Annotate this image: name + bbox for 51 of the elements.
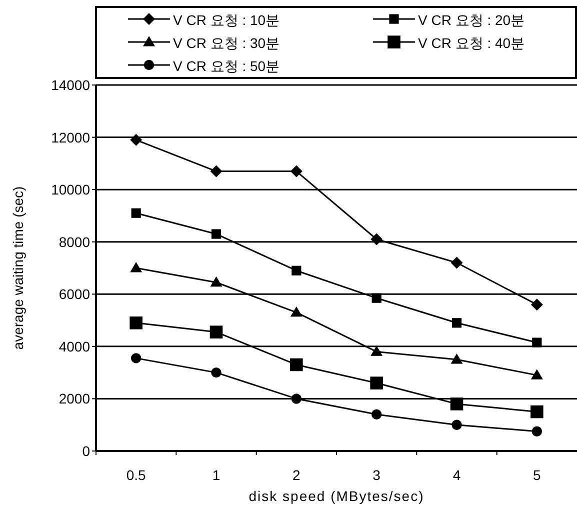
- x-tick-label: 5: [533, 467, 542, 483]
- point: [130, 316, 142, 330]
- x-tick-label: 2: [292, 467, 301, 483]
- legend-label: V CR 요청 : 20분: [418, 12, 525, 28]
- y-tick-label: 8000: [58, 234, 90, 250]
- point: [452, 420, 462, 430]
- x-tick-label: 4: [452, 467, 461, 483]
- point: [130, 262, 142, 272]
- y-tick-label: 0: [82, 443, 90, 459]
- point: [530, 405, 544, 418]
- point: [290, 306, 302, 317]
- point: [450, 354, 463, 364]
- point: [372, 293, 382, 303]
- point: [211, 367, 222, 378]
- y-tick-label: 14000: [51, 77, 90, 93]
- y-tick-label: 10000: [51, 182, 90, 198]
- point: [370, 376, 383, 390]
- point: [290, 165, 302, 178]
- point: [530, 369, 543, 380]
- y-tick-label: 4000: [58, 338, 90, 354]
- x-tick-label: 1: [212, 467, 220, 483]
- point: [530, 298, 543, 311]
- point: [370, 233, 383, 246]
- point: [210, 276, 222, 287]
- legend-label: V CR 요청 : 50분: [173, 58, 280, 74]
- point: [291, 394, 302, 404]
- point: [370, 346, 383, 356]
- point: [290, 358, 303, 372]
- point: [532, 338, 542, 348]
- y-tick-label: 6000: [58, 286, 90, 302]
- point: [210, 165, 222, 178]
- point: [450, 398, 464, 410]
- point: [210, 326, 223, 338]
- point: [130, 134, 142, 146]
- x-tick-label: 0.5: [126, 467, 146, 483]
- legend-label: V CR 요청 : 30분: [173, 35, 280, 51]
- point: [371, 409, 382, 420]
- point: [130, 353, 142, 364]
- point: [452, 318, 462, 328]
- point: [450, 256, 463, 269]
- y-tick-label: 12000: [51, 129, 90, 146]
- y-tick-label: 2000: [58, 390, 90, 407]
- point: [211, 229, 222, 239]
- y-axis-title: average waiting time (sec): [10, 186, 26, 350]
- legend-label: V CR 요청 : 40분: [418, 35, 525, 51]
- x-tick-label: 3: [372, 467, 381, 483]
- point: [131, 208, 141, 218]
- point: [292, 266, 302, 276]
- x-axis-title: disk speed (MBytes/sec): [248, 488, 424, 504]
- legend-label: V CR 요청 : 10분: [173, 12, 280, 28]
- point: [532, 426, 542, 436]
